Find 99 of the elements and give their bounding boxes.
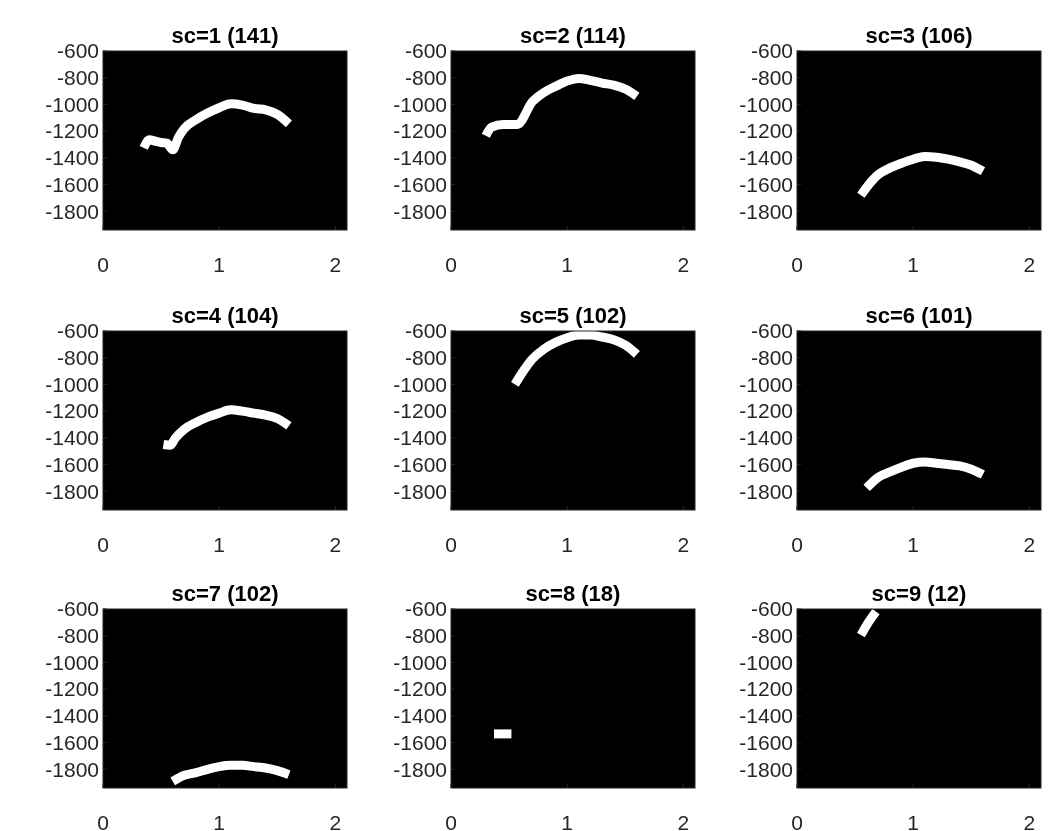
y-tick-label: -1800 (393, 757, 447, 781)
y-tick-label: -1800 (45, 199, 99, 223)
x-tick-label: 0 (97, 253, 109, 276)
chart-title: sc=7 (102) (171, 581, 279, 606)
y-tick-label: -1000 (739, 372, 793, 396)
y-tick-label: -600 (404, 597, 447, 621)
y-tick-label: -1400 (45, 426, 99, 450)
x-tick-label: 2 (329, 811, 342, 831)
x-tick-label: 0 (791, 533, 803, 556)
x-tick-label: 2 (329, 533, 342, 556)
y-tick-label: -1200 (45, 119, 99, 143)
x-tick-label: 1 (561, 533, 574, 556)
y-tick-label: -1800 (739, 757, 793, 781)
y-tick-label: -1200 (393, 399, 447, 423)
y-tick-label: -600 (750, 319, 793, 343)
y-tick-label: -800 (56, 624, 99, 648)
y-tick-label: -800 (750, 346, 793, 370)
chart-title: sc=4 (104) (171, 303, 279, 328)
x-tick-label: 2 (1023, 811, 1036, 831)
y-tick-label: -1600 (739, 452, 793, 476)
y-tick-label: -1000 (45, 650, 99, 674)
y-tick-label: -1200 (393, 677, 447, 701)
chart-title: sc=8 (18) (525, 581, 621, 606)
y-tick-label: -1600 (45, 452, 99, 476)
y-tick-label: -800 (56, 66, 99, 90)
x-tick-label: 0 (445, 253, 457, 276)
chart-title: sc=2 (114) (520, 23, 626, 48)
y-tick-label: -1800 (45, 757, 99, 781)
y-tick-label: -1400 (739, 426, 793, 450)
y-tick-label: -1200 (45, 399, 99, 423)
x-tick-label: 2 (1023, 253, 1036, 276)
x-tick-label: 2 (677, 811, 690, 831)
x-tick-label: 1 (561, 811, 574, 831)
y-tick-label: -1600 (393, 172, 447, 196)
y-tick-label: -600 (750, 39, 793, 63)
x-tick-label: 0 (791, 253, 803, 276)
y-tick-label: -1400 (393, 704, 447, 728)
x-tick-label: 1 (907, 253, 920, 276)
x-tick-label: 1 (213, 253, 226, 276)
y-tick-label: -800 (404, 346, 447, 370)
x-tick-label: 0 (97, 811, 109, 831)
y-tick-label: -1600 (393, 452, 447, 476)
y-tick-label: -1000 (393, 372, 447, 396)
y-tick-label: -1400 (739, 146, 793, 170)
y-tick-label: -1800 (393, 199, 447, 223)
y-tick-label: -1600 (393, 730, 447, 754)
y-tick-label: -1200 (739, 399, 793, 423)
y-tick-label: -800 (56, 346, 99, 370)
y-tick-label: -600 (404, 39, 447, 63)
x-tick-label: 0 (445, 533, 457, 556)
x-tick-label: 1 (213, 533, 226, 556)
chart-title: sc=1 (141) (171, 23, 279, 48)
y-tick-label: -600 (56, 597, 99, 621)
y-tick-label: -1400 (393, 146, 447, 170)
y-tick-label: -1200 (739, 677, 793, 701)
y-tick-label: -1000 (739, 92, 793, 116)
y-tick-label: -1800 (45, 479, 99, 503)
y-tick-label: -1000 (739, 650, 793, 674)
y-tick-label: -1000 (393, 650, 447, 674)
y-tick-label: -600 (56, 319, 99, 343)
y-tick-label: -1800 (393, 479, 447, 503)
y-tick-label: -1400 (45, 146, 99, 170)
x-tick-label: 1 (213, 811, 226, 831)
y-tick-label: -1400 (393, 426, 447, 450)
chart-title: sc=3 (106) (865, 23, 973, 48)
y-tick-label: -600 (750, 597, 793, 621)
x-tick-label: 1 (907, 811, 920, 831)
y-tick-label: -800 (750, 624, 793, 648)
x-tick-label: 0 (445, 811, 457, 831)
y-tick-label: -800 (404, 66, 447, 90)
chart-title: sc=6 (101) (865, 303, 973, 328)
x-tick-label: 2 (1023, 533, 1036, 556)
chart-title: sc=5 (102) (519, 303, 627, 328)
y-tick-label: -1200 (739, 119, 793, 143)
y-tick-label: -800 (750, 66, 793, 90)
y-tick-label: -800 (404, 624, 447, 648)
y-tick-label: -1600 (739, 730, 793, 754)
x-tick-label: 2 (677, 533, 690, 556)
y-tick-label: -1000 (45, 92, 99, 116)
y-tick-label: -1000 (45, 372, 99, 396)
x-tick-label: 2 (329, 253, 342, 276)
y-tick-label: -1400 (45, 704, 99, 728)
x-tick-label: 1 (561, 253, 574, 276)
y-tick-label: -600 (56, 39, 99, 63)
y-tick-label: -1600 (45, 172, 99, 196)
y-tick-label: -1600 (45, 730, 99, 754)
x-tick-label: 0 (791, 811, 803, 831)
y-tick-label: -1800 (739, 479, 793, 503)
y-tick-label: -600 (404, 319, 447, 343)
chart-title: sc=9 (12) (871, 581, 967, 606)
y-tick-label: -1000 (393, 92, 447, 116)
y-tick-label: -1200 (45, 677, 99, 701)
x-tick-label: 2 (677, 253, 690, 276)
y-tick-label: -1400 (739, 704, 793, 728)
y-tick-label: -1200 (393, 119, 447, 143)
y-tick-label: -1800 (739, 199, 793, 223)
y-tick-label: -1600 (739, 172, 793, 196)
x-tick-label: 1 (907, 533, 920, 556)
x-tick-label: 0 (97, 533, 109, 556)
